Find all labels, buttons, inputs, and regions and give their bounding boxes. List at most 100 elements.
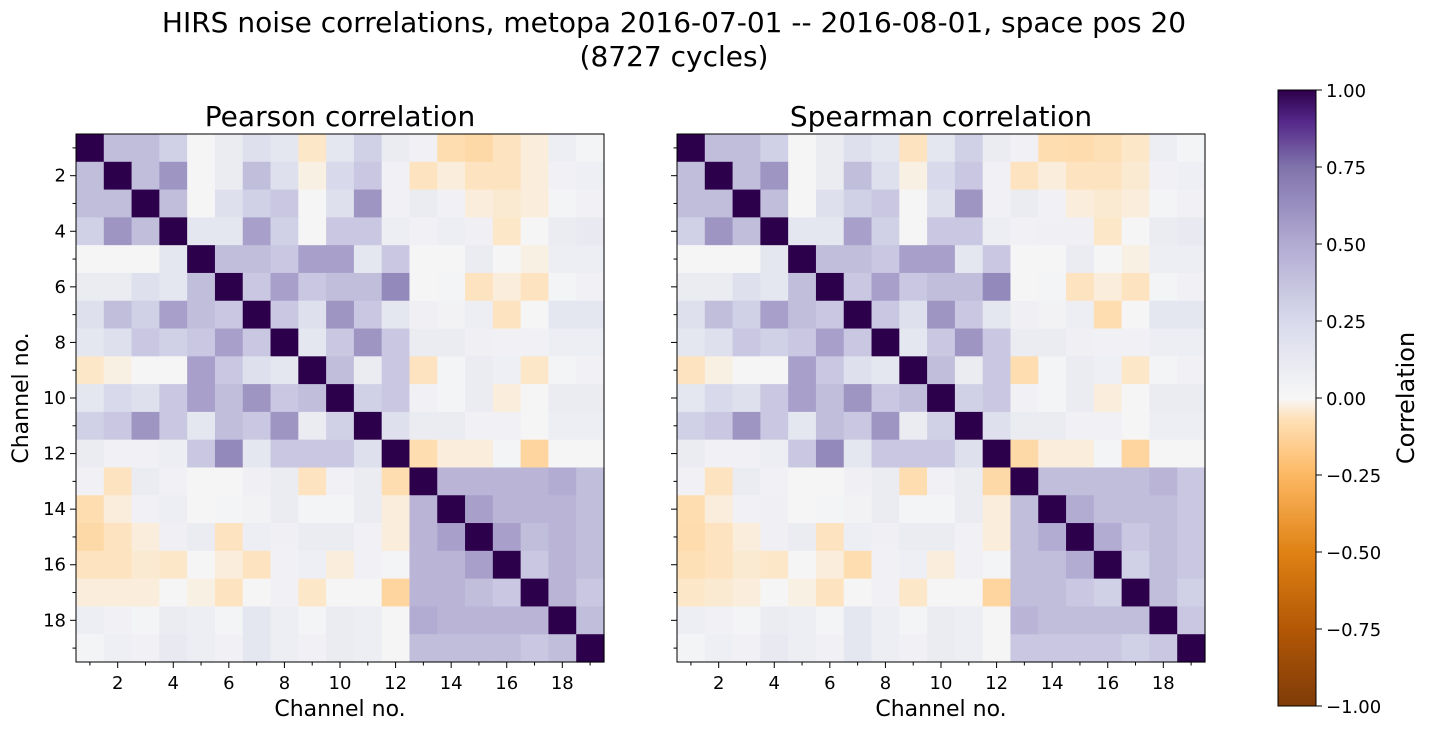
pearson-cell-r18-c14 xyxy=(437,606,466,635)
pearson-cell-r19-c12 xyxy=(381,634,411,663)
spearman-cell-r17-c14 xyxy=(1038,578,1067,608)
spearman-cell-r14-c14 xyxy=(1038,495,1067,524)
pearson-cell-r1-c9 xyxy=(298,134,327,163)
spearman-cell-r7-c16 xyxy=(1093,300,1123,330)
pearson-cell-r1-c18 xyxy=(548,134,577,163)
figure-suptitle-line2: (8727 cycles) xyxy=(580,40,769,73)
spearman-cell-r15-c9 xyxy=(899,523,928,552)
pearson-cell-r2-c10 xyxy=(326,161,355,191)
pearson-cell-r9-c18 xyxy=(548,356,577,385)
pearson-cell-r11-c18 xyxy=(548,411,577,441)
pearson-cell-r14-c5 xyxy=(187,495,216,524)
spearman-cell-r2-c4 xyxy=(760,161,789,191)
pearson-cell-r6-c5 xyxy=(187,272,216,302)
spearman-cell-r15-c18 xyxy=(1149,523,1178,552)
colorbar-tick-label-4: 0.00 xyxy=(1326,389,1366,410)
pearson-cell-r2-c7 xyxy=(242,161,272,191)
pearson-cell-r18-c4 xyxy=(159,606,188,635)
spearman-cell-r18-c12 xyxy=(982,606,1012,635)
spearman-cell-r16-c9 xyxy=(899,550,928,580)
spearman-cell-r1-c5 xyxy=(788,134,817,163)
pearson-cell-r16-c18 xyxy=(548,550,577,580)
spearman-cell-r10-c18 xyxy=(1149,384,1178,413)
pearson-cell-r16-c4 xyxy=(159,550,188,580)
spearman-cell-r13-c4 xyxy=(760,467,789,496)
spearman-cell-r5-c3 xyxy=(732,245,761,274)
pearson-cell-r15-c8 xyxy=(270,523,299,552)
pearson-cell-r9-c16 xyxy=(492,356,522,385)
pearson-xtick-label-8: 8 xyxy=(279,673,290,694)
pearson-cell-r14-c19 xyxy=(576,495,605,524)
pearson-cell-r1-c19 xyxy=(576,134,605,163)
pearson-cell-r15-c16 xyxy=(492,523,522,552)
colorbar-gradient xyxy=(1277,89,1317,707)
pearson-cell-r5-c2 xyxy=(103,245,133,274)
spearman-cell-r10-c4 xyxy=(760,384,789,413)
spearman-cell-r4-c1 xyxy=(677,217,706,246)
pearson-cell-r10-c19 xyxy=(576,384,605,413)
spearman-cell-r8-c7 xyxy=(843,328,873,357)
pearson-cell-r7-c1 xyxy=(76,300,105,330)
pearson-cell-r17-c16 xyxy=(492,578,522,608)
pearson-cell-r18-c13 xyxy=(409,606,438,635)
pearson-cell-r12-c19 xyxy=(576,439,605,469)
spearman-cell-r15-c14 xyxy=(1038,523,1067,552)
pearson-cells xyxy=(76,134,605,663)
pearson-cell-r3-c16 xyxy=(492,189,522,218)
spearman-cell-r5-c19 xyxy=(1177,245,1206,274)
pearson-cell-r10-c16 xyxy=(492,384,522,413)
pearson-ytick-label-12: 12 xyxy=(43,444,66,465)
pearson-cell-r6-c11 xyxy=(353,272,383,302)
spearman-cell-r17-c19 xyxy=(1177,578,1206,608)
spearman-cell-r18-c18 xyxy=(1149,606,1178,635)
pearson-cell-r1-c5 xyxy=(187,134,216,163)
pearson-cell-r10-c2 xyxy=(103,384,133,413)
spearman-cell-r17-c6 xyxy=(815,578,845,608)
spearman-cell-r6-c3 xyxy=(732,272,761,302)
pearson-cell-r2-c8 xyxy=(270,161,299,191)
spearman-cell-r15-c13 xyxy=(1010,523,1039,552)
spearman-cell-r19-c11 xyxy=(954,634,984,663)
spearman-cell-r7-c7 xyxy=(843,300,873,330)
spearman-cell-r12-c5 xyxy=(788,439,817,469)
spearman-cell-r13-c18 xyxy=(1149,467,1178,496)
spearman-cell-r19-c2 xyxy=(704,634,734,663)
pearson-cell-r8-c19 xyxy=(576,328,605,357)
pearson-cell-r9-c9 xyxy=(298,356,327,385)
spearman-cell-r8-c12 xyxy=(982,328,1012,357)
spearman-cell-r2-c14 xyxy=(1038,161,1067,191)
pearson-cell-r2-c15 xyxy=(465,161,494,191)
pearson-cell-r8-c10 xyxy=(326,328,355,357)
spearman-cell-r6-c4 xyxy=(760,272,789,302)
pearson-cell-r7-c7 xyxy=(242,300,272,330)
spearman-cell-r16-c5 xyxy=(788,550,817,580)
spearman-cell-r18-c16 xyxy=(1093,606,1123,635)
spearman-cell-r15-c17 xyxy=(1121,523,1151,552)
pearson-cell-r6-c7 xyxy=(242,272,272,302)
pearson-cell-r11-c11 xyxy=(353,411,383,441)
pearson-cell-r6-c8 xyxy=(270,272,299,302)
pearson-cell-r1-c17 xyxy=(520,134,550,163)
spearman-cell-r17-c10 xyxy=(927,578,956,608)
pearson-cell-r19-c17 xyxy=(520,634,550,663)
spearman-cell-r2-c8 xyxy=(871,161,900,191)
pearson-cell-r12-c4 xyxy=(159,439,188,469)
spearman-cell-r3-c8 xyxy=(871,189,900,218)
pearson-cell-r4-c18 xyxy=(548,217,577,246)
pearson-cell-r1-c7 xyxy=(242,134,272,163)
spearman-cell-r14-c3 xyxy=(732,495,761,524)
spearman-cell-r13-c6 xyxy=(815,467,845,496)
spearman-cell-r1-c17 xyxy=(1121,134,1151,163)
spearman-cell-r1-c19 xyxy=(1177,134,1206,163)
pearson-cell-r12-c6 xyxy=(214,439,244,469)
pearson-cell-r7-c5 xyxy=(187,300,216,330)
pearson-cell-r19-c18 xyxy=(548,634,577,663)
pearson-cell-r6-c14 xyxy=(437,272,466,302)
spearman-cell-r12-c11 xyxy=(954,439,984,469)
pearson-cell-r15-c13 xyxy=(409,523,438,552)
pearson-cell-r9-c11 xyxy=(353,356,383,385)
pearson-cell-r12-c2 xyxy=(103,439,133,469)
spearman-cell-r8-c6 xyxy=(815,328,845,357)
pearson-cell-r12-c7 xyxy=(242,439,272,469)
spearman-cell-r3-c15 xyxy=(1066,189,1095,218)
